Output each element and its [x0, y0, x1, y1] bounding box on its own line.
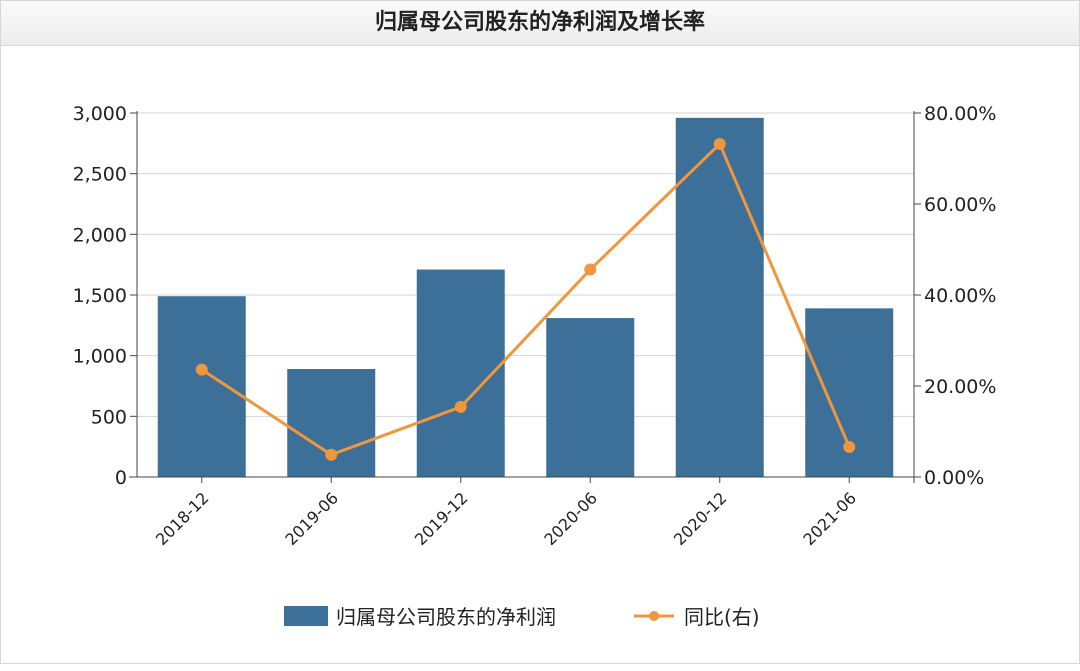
- legend: 归属母公司股东的净利润 同比(右): [284, 605, 760, 629]
- bar-series: [157, 117, 894, 477]
- right-tick-label: 60.00%: [924, 194, 996, 216]
- bar-2019-12: [416, 269, 505, 477]
- bar-2019-06: [287, 369, 376, 477]
- line-point-2019-06: [325, 448, 338, 461]
- bar-2020-12: [675, 117, 764, 477]
- right-axis-ticks: 0.00% 20.00% 40.00% 60.00% 80.00%: [914, 103, 996, 489]
- left-tick-label: 1,000: [73, 346, 127, 368]
- left-tick-label: 0: [115, 467, 127, 489]
- legend-line-marker: [649, 611, 659, 621]
- left-tick-label: 1,500: [73, 285, 127, 307]
- left-tick-label: 500: [91, 406, 127, 428]
- category-label-2020-12: 2020-12: [670, 488, 731, 549]
- legend-bar-label: 归属母公司股东的净利润: [336, 605, 556, 629]
- line-path: [200, 142, 851, 457]
- line-series: [195, 137, 856, 461]
- category-label-2019-06: 2019-06: [281, 488, 342, 549]
- category-labels: 2018-12 2019-06 2019-12 2020-06 2020-12 2021-…: [152, 477, 860, 549]
- line-point-2019-12: [454, 400, 467, 413]
- left-axis-ticks: 0 500 1,000 1,500 2,000 2,500 3,000: [73, 103, 137, 489]
- right-tick-label: 80.00%: [924, 103, 996, 125]
- line-point-2020-12: [713, 137, 726, 150]
- line-point-2020-06: [584, 263, 597, 276]
- bar-2018-12: [157, 296, 246, 477]
- category-label-2018-12: 2018-12: [152, 488, 213, 549]
- right-tick-label: 20.00%: [924, 376, 996, 398]
- category-label-2020-06: 2020-06: [540, 488, 601, 549]
- grid-lines: [137, 112, 914, 417]
- chart-title: 归属母公司股东的净利润及增长率: [1, 1, 1079, 46]
- left-tick-label: 3,000: [73, 103, 127, 125]
- bar-2020-06: [546, 318, 635, 477]
- legend-line-label: 同比(右): [684, 605, 760, 629]
- axes: [129, 111, 915, 483]
- legend-bar-swatch: [284, 606, 328, 626]
- left-tick-label: 2,500: [73, 164, 127, 186]
- right-tick-label: 40.00%: [924, 285, 996, 307]
- category-label-2019-12: 2019-12: [411, 488, 472, 549]
- left-tick-label: 2,000: [73, 224, 127, 246]
- right-tick-label: 0.00%: [924, 467, 984, 489]
- category-label-2021-06: 2021-06: [799, 488, 860, 549]
- line-point-2021-06: [843, 440, 856, 453]
- line-point-2018-12: [195, 363, 208, 376]
